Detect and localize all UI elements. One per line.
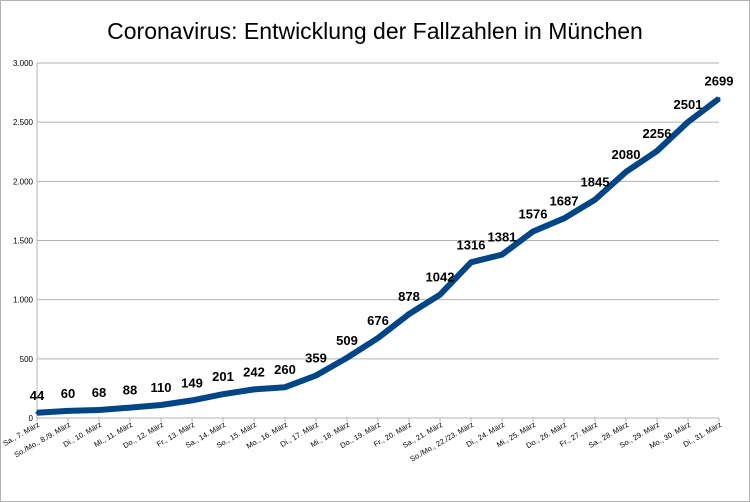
data-label: 1381 xyxy=(488,230,517,245)
data-label: 260 xyxy=(274,362,296,377)
data-point xyxy=(469,260,473,264)
y-tick-label: 2.000 xyxy=(13,177,34,186)
data-point xyxy=(283,385,287,389)
data-point xyxy=(66,409,70,413)
data-label: 2699 xyxy=(705,74,734,89)
data-point xyxy=(159,403,163,407)
y-tick-label: 0 xyxy=(29,414,34,423)
data-point xyxy=(35,411,39,415)
series-line xyxy=(36,96,721,416)
data-label: 1042 xyxy=(426,270,455,285)
data-point xyxy=(190,398,194,402)
data-label: 2256 xyxy=(643,126,672,141)
data-label: 1316 xyxy=(457,237,486,252)
data-label: 68 xyxy=(92,385,106,400)
data-point xyxy=(717,97,721,101)
data-point xyxy=(376,336,380,340)
data-label: 2501 xyxy=(674,97,703,112)
data-point xyxy=(252,387,256,391)
data-point xyxy=(128,406,132,410)
data-point xyxy=(593,198,597,202)
data-label: 1576 xyxy=(519,207,548,222)
data-point xyxy=(438,293,442,297)
data-label: 878 xyxy=(398,289,420,304)
y-tick-label: 500 xyxy=(20,355,34,364)
data-label: 88 xyxy=(123,383,137,398)
data-point xyxy=(686,120,690,124)
data-point xyxy=(500,253,504,257)
data-label: 2080 xyxy=(612,147,641,162)
y-tick-label: 1.500 xyxy=(13,237,34,246)
data-label: 676 xyxy=(367,313,389,328)
y-tick-label: 1.000 xyxy=(13,296,34,305)
data-point xyxy=(655,149,659,153)
data-label: 110 xyxy=(151,380,172,395)
data-point xyxy=(407,312,411,316)
data-label: 44 xyxy=(30,388,45,403)
data-label: 149 xyxy=(181,375,203,390)
data-label: 509 xyxy=(336,333,358,348)
data-point xyxy=(624,170,628,174)
data-point xyxy=(314,374,318,378)
data-label: 60 xyxy=(61,386,75,401)
data-point xyxy=(221,392,225,396)
data-point xyxy=(531,230,535,234)
data-label: 201 xyxy=(212,369,234,384)
data-label: 359 xyxy=(305,351,327,366)
data-point xyxy=(97,408,101,412)
y-tick-label: 3.000 xyxy=(13,59,34,68)
data-label: 1845 xyxy=(581,175,610,190)
chart-title: Coronavirus: Entwicklung der Fallzahlen … xyxy=(107,18,643,44)
data-point xyxy=(345,356,349,360)
data-label: 242 xyxy=(243,364,265,379)
y-tick-label: 2.500 xyxy=(13,118,34,127)
data-label: 1687 xyxy=(550,193,579,208)
data-point xyxy=(562,216,566,220)
